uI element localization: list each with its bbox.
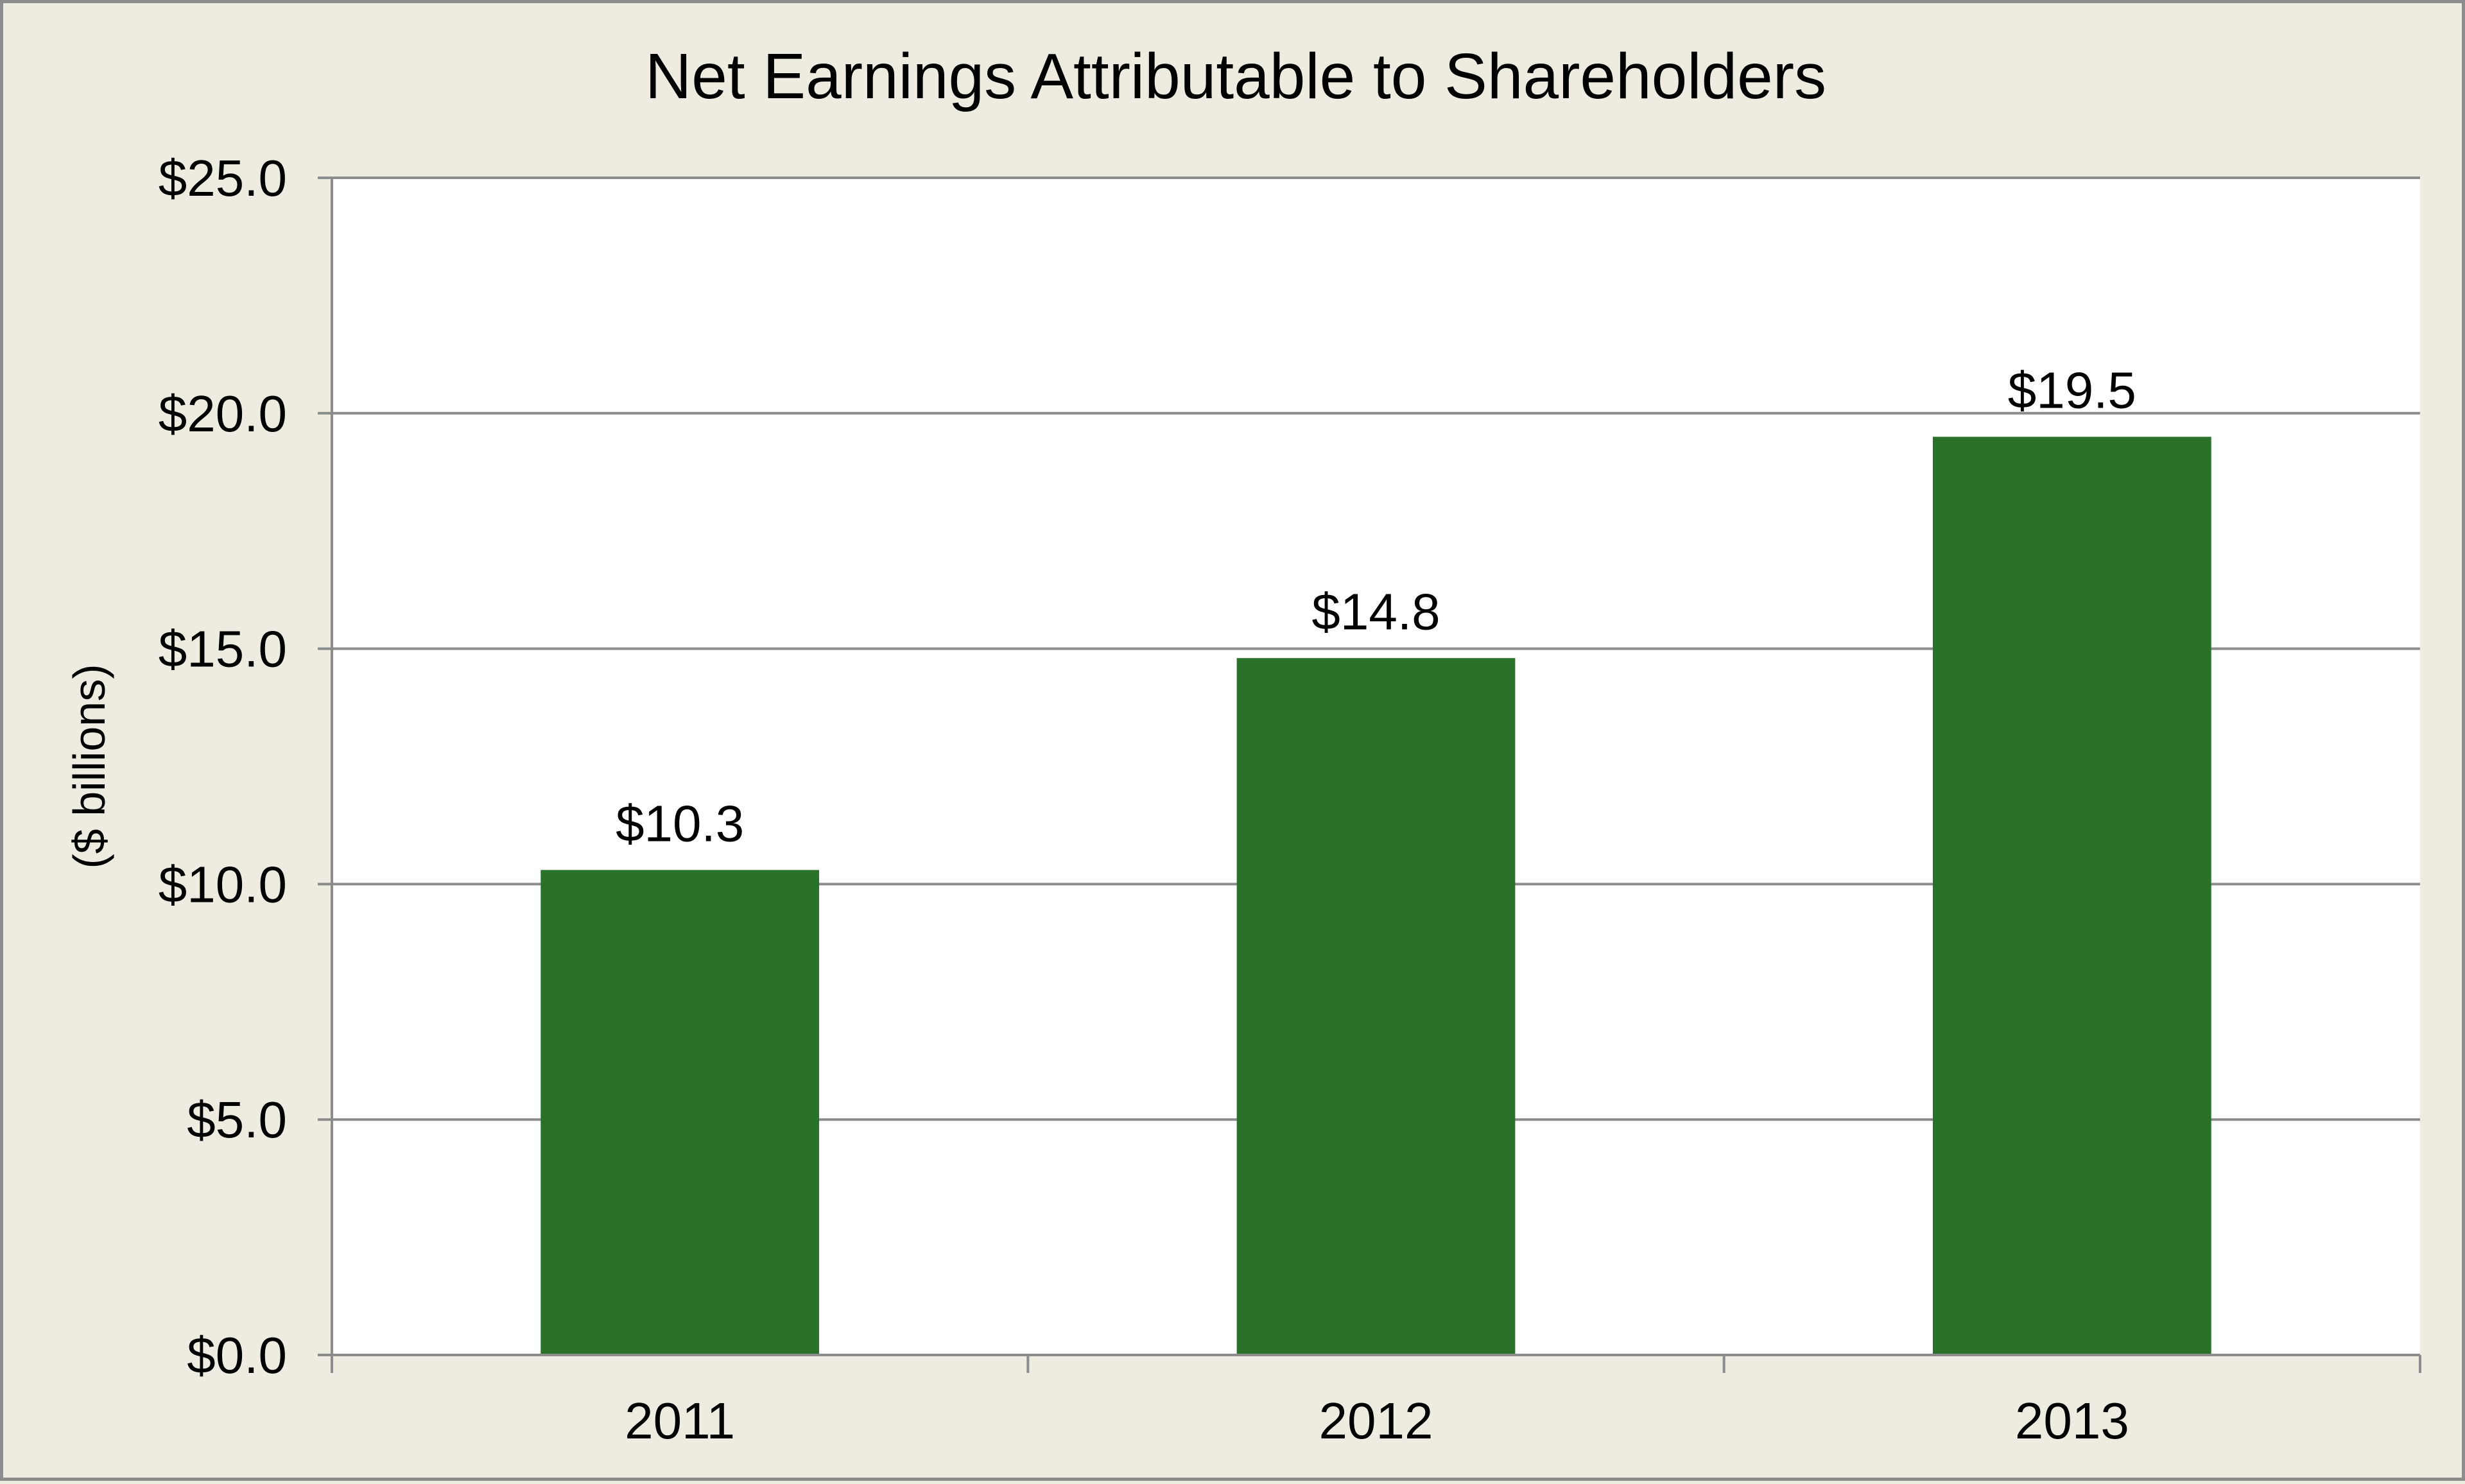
axes: [318, 177, 2421, 1373]
bar-2012: [1236, 658, 1516, 1355]
data-label-2012: $14.8: [1311, 583, 1440, 640]
bar-chart: Net Earnings Attributable to Shareholder…: [64, 40, 2421, 1449]
x-tick-label-2012: 2012: [1319, 1392, 1433, 1449]
bar-2011: [541, 870, 820, 1355]
labels: $0.0 $5.0 $10.0 $15.0 $20.0 $25.0 $10.3 2011 $14…: [159, 150, 2136, 1449]
y-tick-label: $15.0: [159, 621, 287, 678]
y-tick-label: $5.0: [187, 1091, 287, 1148]
data-label-2013: $19.5: [2008, 361, 2136, 418]
y-tick-label: $25.0: [159, 150, 287, 207]
data-label-2011: $10.3: [616, 795, 744, 852]
bar-2013: [1932, 436, 2211, 1355]
x-tick-label-2013: 2013: [2015, 1392, 2129, 1449]
bars: [541, 436, 2211, 1355]
y-tick-label: $20.0: [159, 385, 287, 442]
y-axis-title: ($ billions): [64, 664, 114, 869]
chart-title: Net Earnings Attributable to Shareholder…: [645, 40, 1826, 112]
y-tick-label: $0.0: [187, 1327, 287, 1384]
x-tick-label-2011: 2011: [625, 1392, 735, 1449]
y-tick-label: $10.0: [159, 856, 287, 913]
